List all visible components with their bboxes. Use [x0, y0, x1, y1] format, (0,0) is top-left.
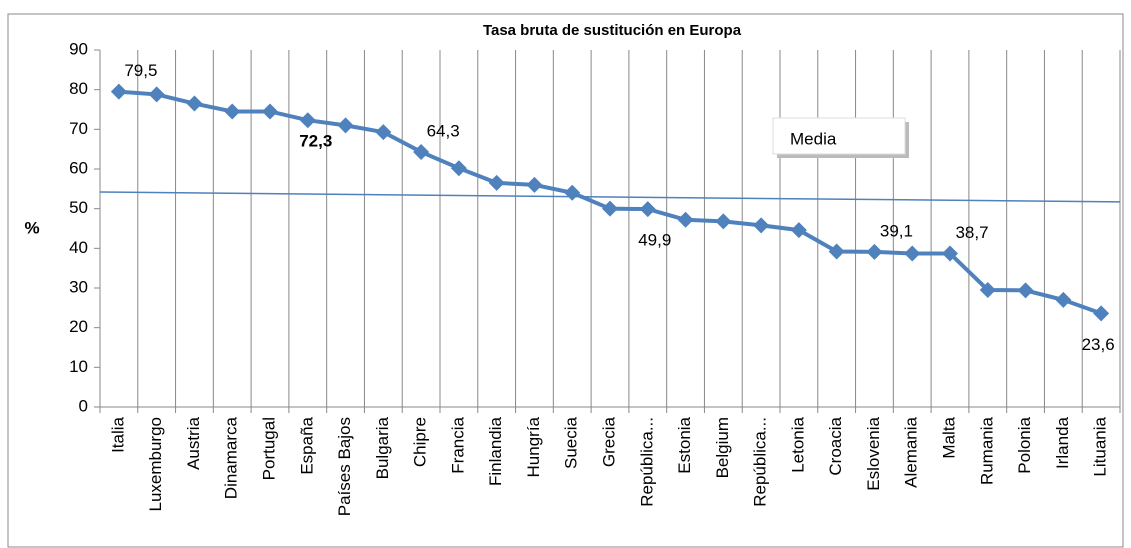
marker — [1017, 282, 1034, 299]
marker — [413, 143, 430, 160]
x-tick-label: República... — [751, 417, 770, 507]
y-axis-label: % — [24, 218, 39, 237]
y-tick-label: 60 — [69, 158, 88, 177]
x-tick-label: Bulgaria — [373, 416, 392, 479]
x-tick-label: Irlanda — [1053, 416, 1072, 469]
marker — [526, 176, 543, 193]
x-tick-label: Países Bajos — [335, 417, 354, 516]
y-tick-label: 10 — [69, 357, 88, 376]
y-tick-label: 50 — [69, 198, 88, 217]
x-tick-label: Eslovenia — [864, 416, 883, 490]
marker — [639, 201, 656, 218]
x-tick-label: Italia — [108, 416, 127, 452]
x-tick-label: Portugal — [259, 417, 278, 480]
marker — [488, 174, 505, 191]
x-tick-label: Polonia — [1015, 416, 1034, 473]
marker — [677, 211, 694, 228]
data-label: 72,3 — [299, 132, 332, 151]
marker — [110, 83, 127, 100]
x-tick-label: Francia — [448, 416, 467, 473]
x-tick-label: Luxemburgo — [146, 417, 165, 512]
mean-label: Media — [790, 129, 837, 148]
mean-line — [99, 191, 1121, 203]
marker — [602, 200, 618, 217]
y-tick-label: 30 — [69, 277, 88, 296]
marker — [866, 243, 883, 260]
x-tick-label: Rumania — [977, 416, 996, 485]
x-tick-label: Finlandia — [486, 416, 505, 486]
marker — [753, 217, 770, 234]
marker — [564, 184, 581, 201]
x-tick-label: Malta — [939, 416, 958, 458]
x-tick-label: Dinamarca — [222, 416, 241, 499]
data-label: 38,7 — [955, 223, 988, 242]
data-label: 23,6 — [1082, 335, 1115, 354]
x-tick-label: República... — [637, 417, 656, 507]
y-tick-label: 90 — [69, 39, 88, 58]
marker — [375, 124, 392, 141]
marker — [337, 117, 354, 134]
marker — [979, 281, 996, 298]
x-tick-label: Grecia — [599, 416, 618, 467]
x-tick-label: Suecia — [562, 416, 581, 469]
marker — [790, 222, 807, 239]
marker — [186, 95, 203, 112]
marker — [262, 103, 278, 120]
x-tick-label: Lituania — [1091, 416, 1110, 476]
marker — [942, 245, 958, 262]
x-tick-label: Hungría — [524, 416, 543, 477]
marker — [148, 86, 165, 103]
marker — [904, 245, 921, 262]
marker — [1055, 291, 1072, 308]
data-label: 39,1 — [880, 221, 913, 240]
x-tick-label: Austria — [184, 416, 203, 469]
marker — [224, 103, 241, 120]
x-tick-label: Letonia — [788, 416, 807, 472]
y-tick-label: 40 — [69, 238, 88, 257]
x-tick-label: Estonia — [675, 416, 694, 473]
y-tick-label: 80 — [69, 79, 88, 98]
marker — [1093, 305, 1110, 322]
x-tick-label: Alemania — [902, 416, 921, 487]
x-tick-label: Croacia — [826, 416, 845, 475]
x-tick-label: Belgium — [713, 417, 732, 478]
x-tick-label: España — [297, 416, 316, 474]
marker — [715, 213, 732, 230]
data-label: 49,9 — [638, 231, 671, 250]
mean-label-box — [772, 117, 906, 155]
data-label: 64,3 — [427, 121, 460, 140]
chart-title: Tasa bruta de sustitución en Europa — [483, 22, 742, 39]
x-tick-label: Chipre — [411, 417, 430, 467]
y-tick-label: 20 — [69, 317, 88, 336]
y-tick-label: 70 — [69, 119, 88, 138]
marker — [299, 112, 316, 129]
marker — [450, 160, 467, 177]
data-label: 79,5 — [124, 61, 157, 80]
marker — [828, 243, 845, 260]
y-tick-label: 0 — [79, 396, 88, 415]
